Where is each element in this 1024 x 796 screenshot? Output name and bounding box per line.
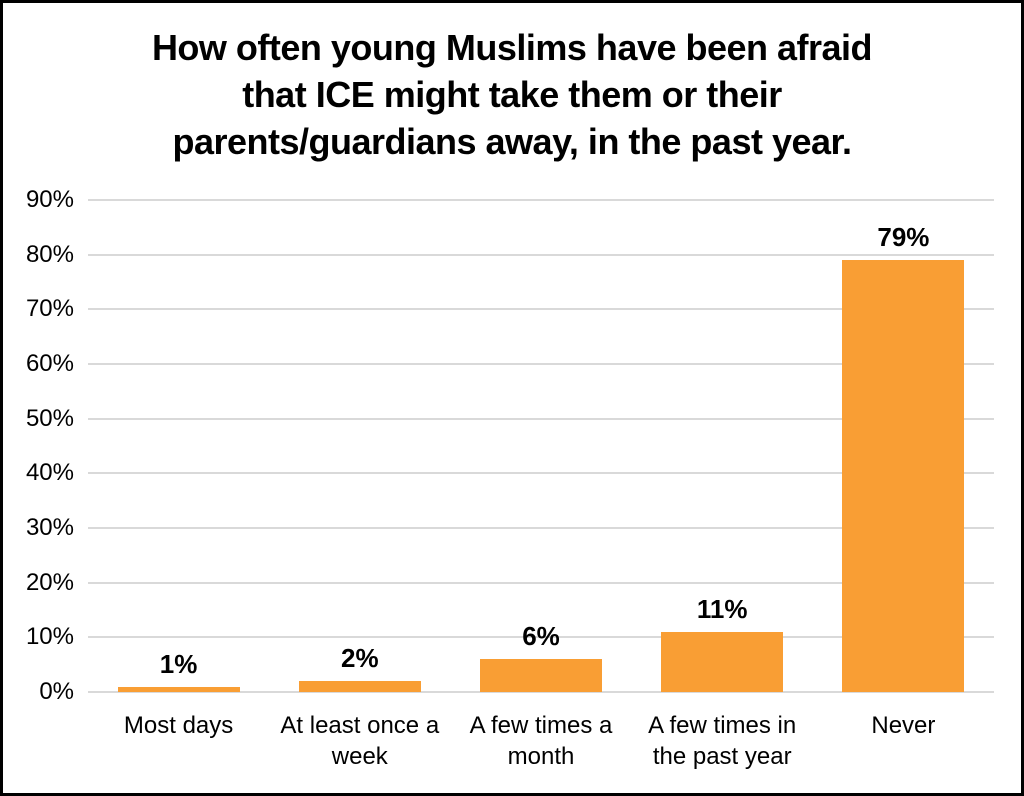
- y-axis-tick-label: 20%: [25, 568, 74, 596]
- gridline: [88, 308, 994, 311]
- chart-title-line: that ICE might take them or their: [242, 74, 782, 115]
- chart-title-line: parents/guardians away, in the past year…: [172, 121, 852, 162]
- gridline: [88, 363, 994, 365]
- y-axis-tick-label: 10%: [25, 623, 74, 651]
- y-axis-tick-label: 70%: [25, 295, 74, 323]
- bar-value-label: 2%: [341, 643, 379, 674]
- x-axis-category-label: Most days: [123, 712, 234, 739]
- chart-title-line: How often young Muslims have been afraid: [151, 27, 873, 68]
- y-axis-tick-label: 50%: [25, 404, 74, 432]
- gridline: [88, 527, 994, 529]
- bar-value-label: 6%: [522, 621, 560, 652]
- bar: [480, 659, 602, 692]
- gridline: [88, 417, 994, 420]
- x-axis-category-label: A few times in the past year: [648, 712, 797, 770]
- gridline: [88, 691, 994, 693]
- y-axis-tick-label: 60%: [25, 350, 74, 377]
- x-axis-category-label: A few times a month: [469, 712, 613, 770]
- bar-value-label: 79%: [877, 222, 930, 253]
- gridline: [88, 199, 994, 201]
- y-axis-tick-label: 30%: [25, 514, 74, 541]
- bar-value-label: 11%: [696, 593, 748, 624]
- x-axis-category-label: At least once a week: [280, 712, 440, 770]
- y-axis-tick-label: 0%: [39, 678, 74, 705]
- bar: [842, 260, 965, 692]
- gridline: [88, 581, 994, 584]
- gridline: [88, 253, 994, 256]
- bar: [117, 686, 240, 692]
- x-axis-category-label: Never: [871, 712, 936, 739]
- bar: [298, 681, 421, 692]
- gridline: [88, 636, 994, 639]
- gridline: [88, 472, 994, 475]
- y-axis-tick-label: 90%: [25, 186, 74, 213]
- y-axis-tick-label: 40%: [25, 459, 74, 487]
- chart-title: How often young Muslims have been afraid…: [3, 24, 1021, 165]
- y-axis-tick-label: 80%: [25, 240, 74, 268]
- bar-value-label: 1%: [159, 648, 198, 679]
- bar: [661, 631, 784, 692]
